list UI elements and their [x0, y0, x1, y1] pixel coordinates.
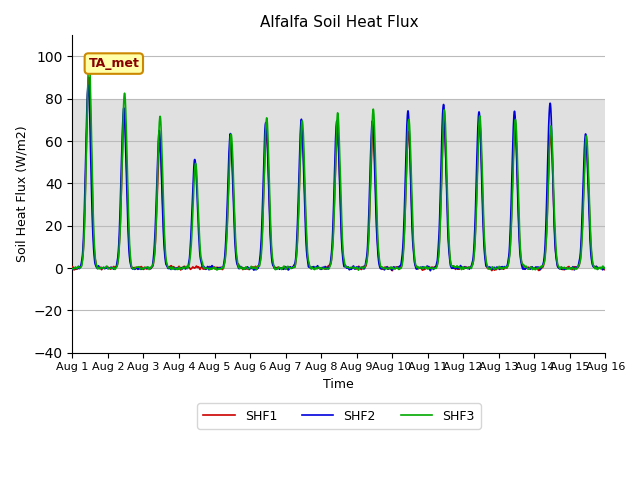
SHF1	[85, 74, 93, 80]
SHF1	[394, 264, 401, 270]
SHF1	[602, 267, 609, 273]
SHF3	[85, 54, 93, 60]
Line: SHF1: SHF1	[72, 77, 605, 271]
SHF1	[68, 264, 76, 270]
SHF2	[87, 168, 95, 174]
SHF3	[319, 265, 327, 271]
SHF1	[388, 268, 396, 274]
Y-axis label: Soil Heat Flux (W/m2): Soil Heat Flux (W/m2)	[15, 126, 28, 263]
Text: TA_met: TA_met	[88, 57, 140, 70]
SHF3	[476, 120, 483, 125]
SHF2	[273, 265, 281, 271]
SHF2	[476, 109, 483, 115]
Title: Alfalfa Soil Heat Flux: Alfalfa Soil Heat Flux	[260, 15, 418, 30]
SHF3	[602, 265, 609, 271]
SHF3	[394, 265, 401, 271]
Line: SHF3: SHF3	[72, 57, 605, 270]
SHF1	[87, 139, 95, 144]
SHF2	[84, 82, 92, 88]
SHF3	[355, 267, 362, 273]
SHF1	[379, 265, 387, 271]
SHF2	[319, 264, 327, 270]
SHF3	[87, 113, 95, 119]
SHF1	[476, 123, 483, 129]
SHF3	[380, 265, 387, 271]
Legend: SHF1, SHF2, SHF3: SHF1, SHF2, SHF3	[197, 403, 481, 429]
SHF2	[379, 266, 387, 272]
SHF3	[68, 266, 76, 272]
SHF1	[273, 265, 281, 271]
SHF1	[319, 266, 327, 272]
Bar	[72, 99, 605, 268]
SHF2	[427, 268, 435, 274]
SHF2	[68, 266, 76, 272]
X-axis label: Time: Time	[323, 378, 354, 391]
SHF2	[394, 265, 401, 271]
SHF3	[273, 266, 281, 272]
SHF2	[602, 265, 609, 271]
Line: SHF2: SHF2	[72, 85, 605, 271]
